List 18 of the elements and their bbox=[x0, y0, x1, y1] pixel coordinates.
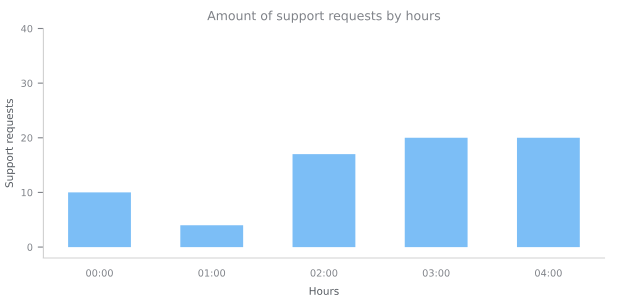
y-tick-label: 30 bbox=[21, 80, 32, 87]
bar bbox=[516, 138, 580, 248]
x-tick-label: 01:00 bbox=[198, 269, 226, 277]
x-tick-label: 04:00 bbox=[535, 269, 562, 277]
chart-title: Amount of support requests by hours bbox=[207, 10, 440, 23]
x-tick-label: 02:00 bbox=[310, 269, 338, 277]
bar bbox=[68, 192, 131, 248]
bar bbox=[292, 154, 356, 248]
y-tick-label: 0 bbox=[27, 244, 32, 251]
y-tick-label: 10 bbox=[22, 188, 32, 196]
x-tick-label: 00:00 bbox=[86, 269, 113, 277]
x-tick-label: 03:00 bbox=[422, 269, 450, 277]
y-tick-label: 20 bbox=[21, 134, 32, 142]
bar bbox=[404, 138, 468, 248]
x-axis-title: Hours bbox=[310, 287, 339, 295]
y-tick-label: 40 bbox=[21, 24, 32, 32]
y-axis-title: Support requests bbox=[5, 99, 16, 188]
bar bbox=[180, 225, 244, 248]
